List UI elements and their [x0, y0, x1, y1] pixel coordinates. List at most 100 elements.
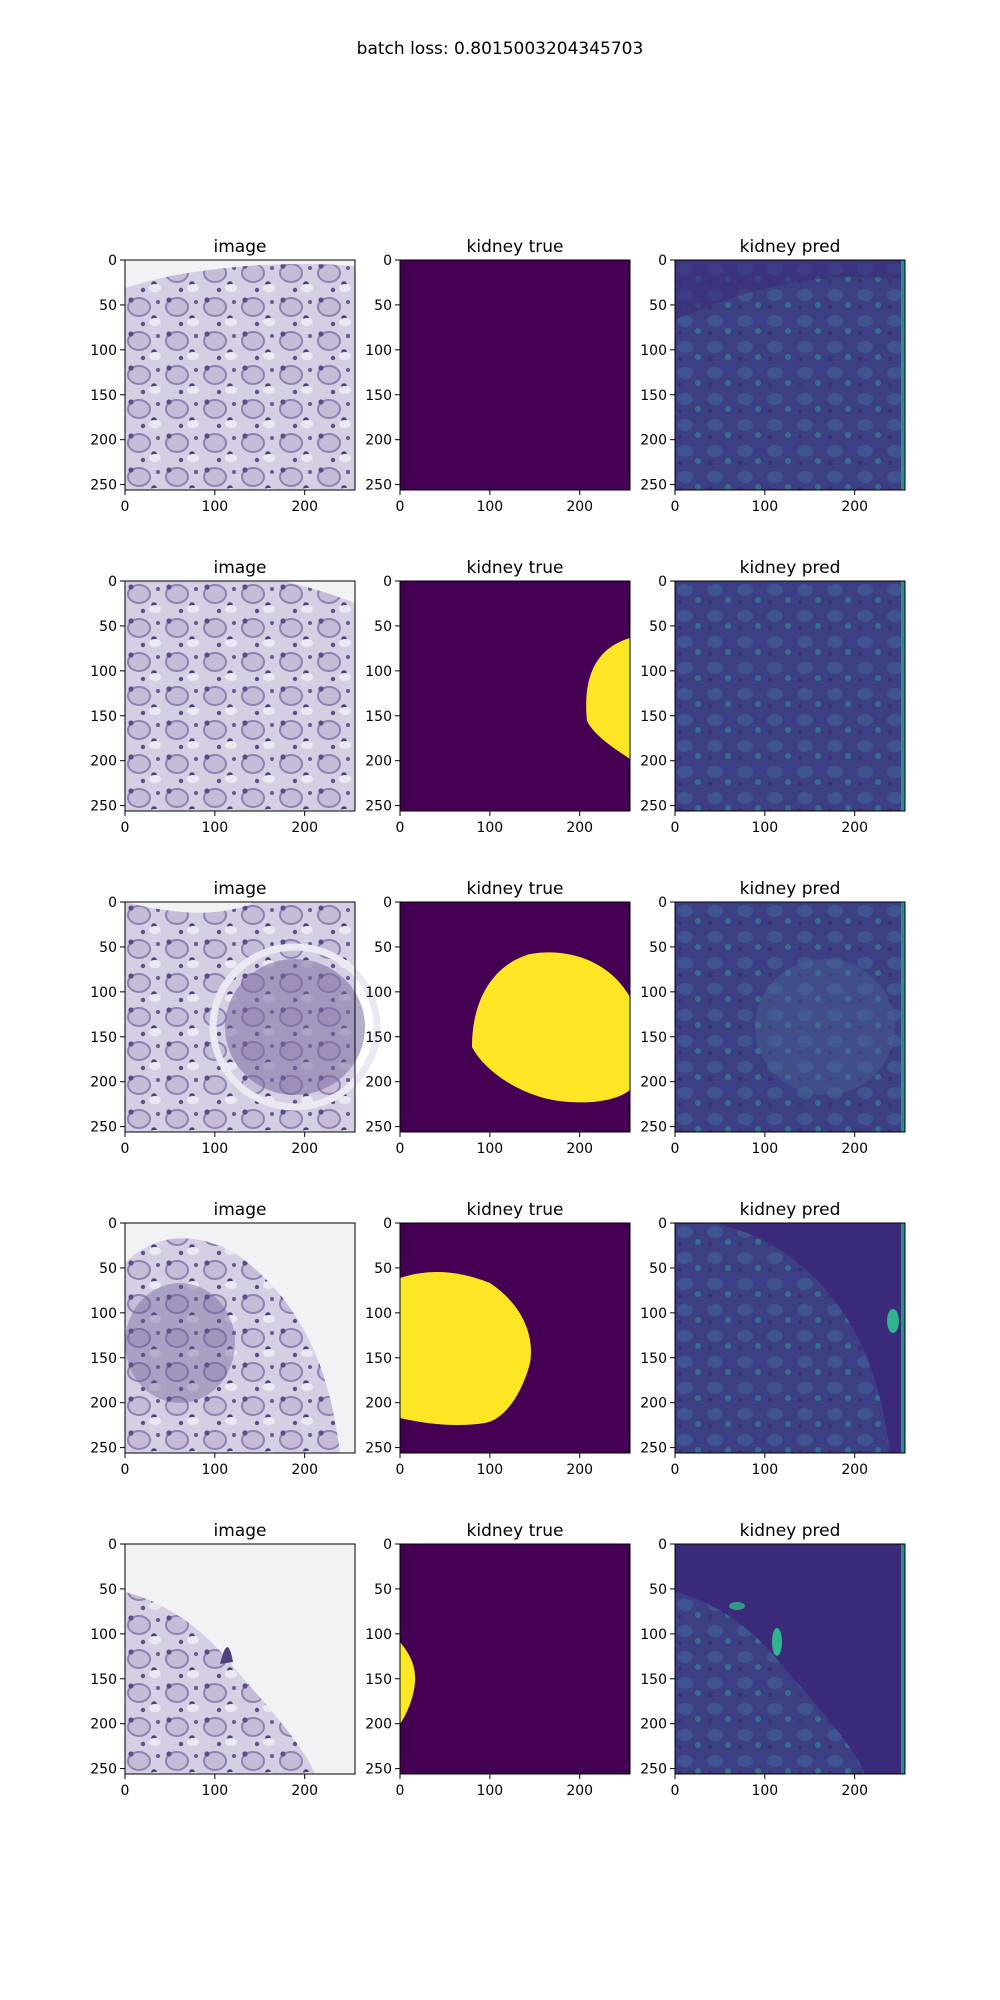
axes-ticks: 0 100 200 0 50 100 150 200 250 — [365, 1216, 593, 1478]
row-1: image kidney true kidney pred — [124, 237, 906, 491]
image-content — [125, 1544, 355, 1774]
x-tick-label: 100 — [476, 499, 503, 515]
panel-title: kidney true — [467, 1200, 564, 1220]
panel-kidney-pred: kidney pred — [674, 237, 906, 491]
y-tick-label: 250 — [90, 1441, 117, 1457]
axes-frame — [124, 259, 356, 491]
axes-ticks: 0 100 200 0 50 100 150 200 250 — [640, 574, 868, 836]
panel-title: kidney true — [467, 879, 564, 899]
y-tick-label: 250 — [365, 1441, 392, 1457]
axes-ticks: 0 100 200 0 50 100 150 200 250 — [640, 1216, 868, 1478]
y-tick-label: 200 — [90, 754, 117, 770]
x-tick-label: 200 — [566, 499, 593, 515]
y-tick-label: 150 — [640, 388, 667, 404]
panel-title: image — [214, 237, 267, 257]
figure-suptitle: batch loss: 0.8015003204345703 — [357, 39, 644, 59]
panel-title: image — [214, 558, 267, 578]
axes-frame — [674, 901, 906, 1133]
y-tick-label: 200 — [640, 433, 667, 449]
image-content — [125, 260, 355, 490]
x-tick-label: 100 — [201, 1141, 228, 1157]
axes-frame — [399, 259, 631, 491]
axes-frame — [399, 580, 631, 812]
x-tick-label: 100 — [751, 820, 778, 836]
y-tick-label: 200 — [365, 754, 392, 770]
axes-frame — [674, 1543, 906, 1775]
y-tick-label: 150 — [365, 1672, 392, 1688]
x-tick-label: 0 — [121, 1783, 130, 1799]
y-tick-label: 100 — [640, 1306, 667, 1322]
mask-content — [400, 902, 630, 1132]
panel-title: kidney pred — [740, 558, 841, 578]
axes-frame — [674, 580, 906, 812]
y-tick-label: 150 — [365, 388, 392, 404]
row-2: image kidney true kidney pred — [124, 558, 906, 812]
x-tick-label: 100 — [201, 1783, 228, 1799]
panel-kidney-true: kidney true — [399, 1200, 631, 1454]
axes-ticks: 0 100 200 0 50 100 150 200 250 — [365, 253, 593, 515]
y-tick-label: 100 — [640, 985, 667, 1001]
panel-kidney-true: kidney true — [399, 1521, 631, 1775]
x-tick-label: 200 — [566, 820, 593, 836]
y-tick-label: 150 — [365, 709, 392, 725]
x-tick-label: 200 — [566, 1141, 593, 1157]
y-tick-label: 150 — [365, 1030, 392, 1046]
mask-content — [400, 1223, 630, 1453]
mask-content — [400, 260, 630, 490]
y-tick-label: 200 — [365, 1717, 392, 1733]
kidney-region — [400, 1271, 531, 1426]
x-tick-label: 100 — [751, 1462, 778, 1478]
axes-frame — [399, 1222, 631, 1454]
x-tick-label: 100 — [476, 1783, 503, 1799]
y-tick-label: 0 — [383, 253, 392, 269]
y-tick-label: 50 — [649, 619, 667, 635]
x-tick-label: 200 — [291, 820, 318, 836]
y-tick-label: 50 — [649, 1261, 667, 1277]
panel-kidney-pred: kidney pred — [674, 1200, 906, 1454]
x-tick-label: 0 — [396, 820, 405, 836]
y-tick-label: 50 — [649, 940, 667, 956]
y-tick-label: 50 — [99, 1261, 117, 1277]
axes-frame — [674, 259, 906, 491]
x-tick-label: 200 — [841, 1783, 868, 1799]
y-tick-label: 250 — [365, 799, 392, 815]
panel-title: image — [214, 1521, 267, 1541]
y-tick-label: 50 — [649, 298, 667, 314]
y-tick-label: 150 — [640, 1030, 667, 1046]
y-tick-label: 50 — [99, 298, 117, 314]
y-tick-label: 0 — [108, 253, 117, 269]
y-tick-label: 0 — [658, 253, 667, 269]
y-tick-label: 250 — [640, 1120, 667, 1136]
y-tick-label: 100 — [90, 343, 117, 359]
pred-content — [675, 581, 905, 811]
x-tick-label: 100 — [476, 1462, 503, 1478]
y-tick-label: 0 — [658, 1537, 667, 1553]
x-tick-label: 100 — [201, 1462, 228, 1478]
y-tick-label: 250 — [90, 478, 117, 494]
axes-ticks: 0 100 200 0 50 100 150 200 250 — [640, 895, 868, 1157]
x-tick-label: 100 — [201, 499, 228, 515]
pred-content — [675, 902, 905, 1132]
panel-kidney-pred: kidney pred — [674, 1521, 906, 1775]
y-tick-label: 200 — [365, 1075, 392, 1091]
y-tick-label: 50 — [374, 940, 392, 956]
y-tick-label: 0 — [383, 895, 392, 911]
x-tick-label: 100 — [476, 1141, 503, 1157]
x-tick-label: 0 — [121, 820, 130, 836]
y-tick-label: 200 — [640, 1396, 667, 1412]
y-tick-label: 0 — [658, 1216, 667, 1232]
axes-ticks: 0 100 200 0 50 100 150 200 250 — [365, 895, 593, 1157]
mask-content — [400, 1544, 630, 1774]
kidney-region — [472, 952, 630, 1103]
x-tick-label: 0 — [396, 499, 405, 515]
y-tick-label: 150 — [640, 1672, 667, 1688]
y-tick-label: 200 — [365, 433, 392, 449]
panel-title: kidney pred — [740, 237, 841, 257]
y-tick-label: 50 — [649, 1582, 667, 1598]
y-tick-label: 100 — [640, 1627, 667, 1643]
axes-frame — [399, 1543, 631, 1775]
y-tick-label: 250 — [90, 1120, 117, 1136]
y-tick-label: 200 — [90, 1717, 117, 1733]
axes-frame — [124, 901, 356, 1133]
